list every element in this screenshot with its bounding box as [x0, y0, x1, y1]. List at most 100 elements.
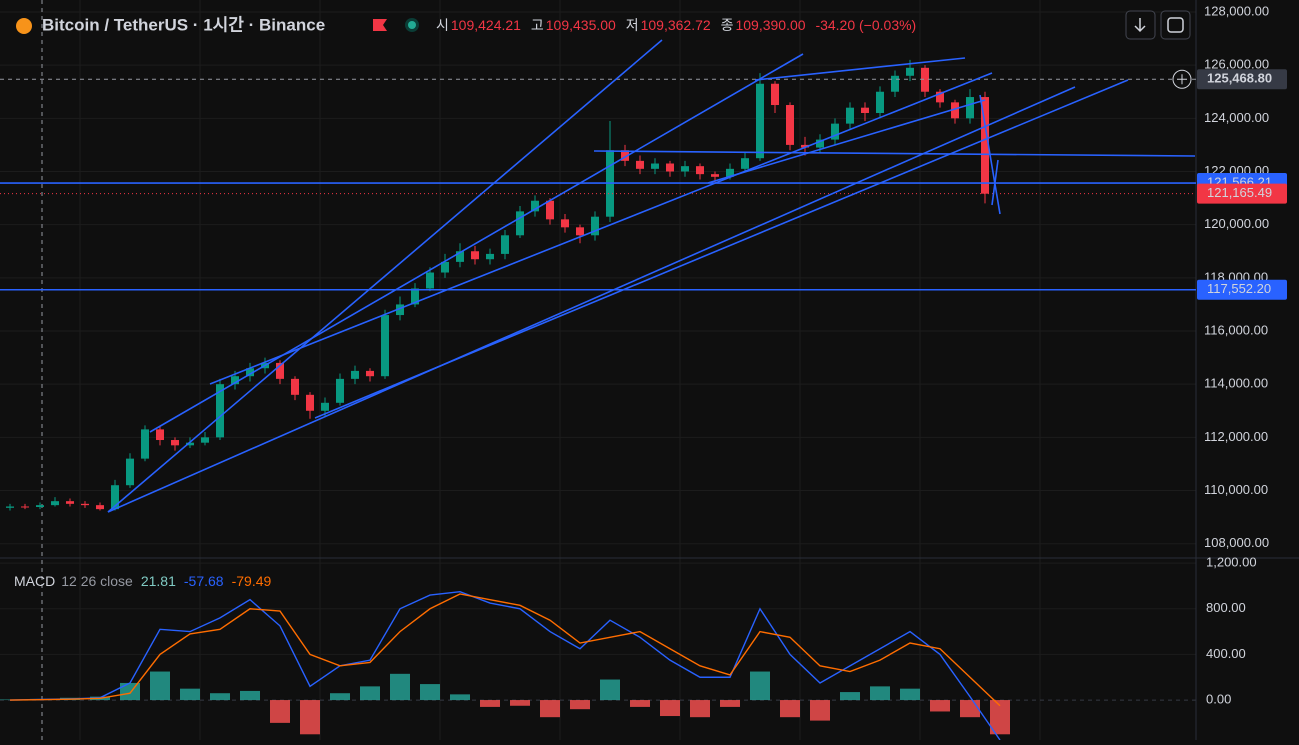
price-label-box: [1197, 183, 1287, 204]
candle-body: [906, 67, 914, 76]
candle-body: [21, 506, 29, 508]
candle-body: [456, 251, 464, 262]
arrow-icon: [1134, 18, 1146, 33]
histogram-bar: [600, 679, 620, 701]
symbol[interactable]: Bitcoin / TetherUS · 1시간 · Binance: [42, 15, 325, 34]
trend-line: [107, 39, 663, 513]
candle-body: [216, 384, 224, 438]
histogram-bar: [480, 700, 500, 707]
flag-icon[interactable]: [373, 19, 387, 31]
y-tick-label: 800.00: [1206, 600, 1246, 615]
histogram-bar: [720, 700, 740, 707]
ohlc-value: 109,362.72: [641, 17, 711, 33]
price-label-box: [1197, 69, 1287, 90]
candle-body: [186, 442, 194, 446]
candle-body: [381, 315, 389, 377]
y-tick-label: 108,000.00: [1204, 535, 1269, 550]
macd-params: 12 26 close: [61, 573, 133, 589]
price-label-box: [1197, 279, 1287, 300]
histogram-bar: [240, 690, 260, 701]
y-tick-label: 114,000.00: [1204, 376, 1268, 391]
y-tick-label: 120,000.00: [1204, 216, 1269, 231]
candle-body: [771, 83, 779, 106]
coin-icon: [16, 18, 32, 34]
trend-lines: [107, 39, 1196, 513]
candle-body: [81, 503, 89, 506]
y-tick-label: 126,000.00: [1204, 57, 1269, 72]
candle-body: [336, 378, 344, 403]
candle-body: [831, 123, 839, 140]
candle-body: [411, 288, 419, 305]
trend-line: [593, 150, 1196, 157]
macd-line: [9, 590, 1001, 741]
candle-body: [111, 485, 119, 510]
candle-body: [51, 501, 59, 506]
macd-value: -57.68: [184, 573, 224, 589]
candle-body: [246, 368, 254, 377]
candle-body: [696, 166, 704, 175]
histogram-bar: [630, 700, 650, 707]
histogram-bar: [780, 700, 800, 718]
histogram-bar: [210, 693, 230, 701]
ohlc-key: 시: [436, 17, 449, 33]
ohlc-key: 종: [721, 17, 734, 33]
macd-legend: MACD 12 26 close 21.81 -57.68 -79.49: [14, 573, 272, 589]
candle-body: [846, 107, 854, 124]
histogram-bar: [450, 694, 470, 701]
histogram-bar: [180, 688, 200, 701]
histogram-bar: [930, 700, 950, 712]
candle-body: [516, 211, 524, 236]
macd-title: MACD: [14, 573, 55, 589]
trend-line: [707, 99, 986, 184]
candle-body: [321, 402, 329, 411]
histogram-bar: [330, 693, 350, 701]
candle-body: [6, 506, 14, 508]
trend-line: [754, 57, 966, 81]
histogram-bar: [840, 692, 860, 701]
ohlc-key: 저: [626, 17, 639, 33]
ohlc-value: 109,390.00: [735, 17, 805, 33]
candle-body: [141, 429, 149, 459]
candle-body: [201, 437, 209, 443]
candle-body: [171, 440, 179, 446]
histogram-bar: [690, 700, 710, 718]
trend-line: [979, 94, 1001, 215]
histogram-bar: [270, 700, 290, 723]
y-tick-label: 128,000.00: [1204, 3, 1269, 18]
candle-body: [486, 253, 494, 260]
status-dot: [408, 21, 416, 29]
trend-line: [149, 53, 804, 433]
y-tick-label: 1,200.00: [1206, 555, 1257, 570]
histogram-bar: [750, 671, 770, 701]
histogram-bar: [870, 686, 890, 701]
y-tick-label: 0.00: [1206, 692, 1231, 707]
trend-line: [209, 72, 993, 385]
histogram-bar: [990, 700, 1010, 735]
candle-body: [651, 163, 659, 169]
histogram-bar: [120, 682, 140, 701]
histogram-bar: [300, 700, 320, 735]
macd-line: [9, 593, 1001, 707]
y-tick-label: 116,000.00: [1204, 322, 1268, 337]
trend-line: [314, 79, 1129, 419]
candle-body: [66, 501, 74, 504]
histogram-bar: [570, 700, 590, 710]
candle-body: [756, 83, 764, 159]
price-label: 125,468.80: [1207, 71, 1272, 86]
histogram-bar: [960, 700, 980, 718]
histogram-bar: [900, 688, 920, 701]
reset-button[interactable]: [1160, 10, 1191, 40]
candle-body: [621, 150, 629, 161]
candle-body: [936, 91, 944, 103]
y-tick-label: 124,000.00: [1204, 110, 1269, 125]
candle-body: [501, 235, 509, 254]
candle-body: [291, 378, 299, 395]
candle-body: [231, 376, 239, 385]
candle-body: [351, 370, 359, 379]
candle-body: [396, 304, 404, 316]
candle-body: [306, 394, 314, 411]
candle-body: [876, 91, 884, 113]
ohlc-key: 고: [531, 17, 544, 33]
y-tick-label: 400.00: [1206, 646, 1246, 661]
trend-line: [107, 86, 1076, 513]
